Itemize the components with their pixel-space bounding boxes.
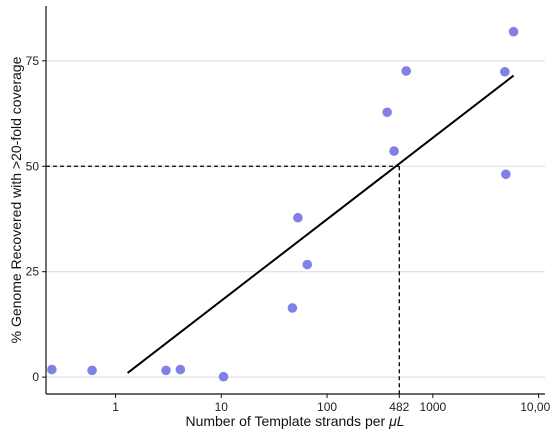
data-point (287, 303, 298, 313)
y-tick-label: 0 (32, 370, 39, 384)
data-point (218, 371, 229, 382)
axes (45, 6, 545, 395)
data-point (508, 26, 519, 37)
data-point (389, 146, 399, 156)
x-tick-label: 1 (112, 400, 119, 414)
reference-lines (46, 165, 400, 394)
x-tick-label: 10,000 (520, 400, 550, 414)
data-point (87, 365, 97, 376)
data-point (293, 212, 303, 223)
x-tick-label: 10 (215, 400, 229, 414)
x-tick-label: 1000 (419, 400, 446, 414)
data-point (302, 259, 313, 270)
data-points (47, 26, 519, 382)
data-point (175, 364, 186, 375)
data-point (401, 66, 411, 76)
y-tick-label: 25 (26, 265, 40, 279)
x-axis-title: Number of Template strands per μL (185, 413, 404, 429)
data-point (47, 364, 57, 375)
x-axis-ticks: 1 10 100 482 1000 10,000 (112, 394, 550, 414)
x-tick-label: 100 (317, 400, 337, 414)
data-point (500, 66, 510, 77)
data-point (161, 365, 171, 376)
trend-line-group (126, 74, 515, 374)
trend-line (126, 74, 515, 374)
gridlines (46, 60, 545, 378)
data-point (501, 169, 511, 180)
data-point (382, 107, 392, 118)
y-axis-ticks: 0 25 50 75 (26, 54, 46, 384)
y-axis-title: % Genome Recovered with >20-fold coverag… (8, 56, 24, 343)
x-tick-label: 482 (389, 400, 409, 414)
y-tick-label: 50 (26, 159, 40, 173)
y-tick-label: 75 (26, 54, 40, 68)
